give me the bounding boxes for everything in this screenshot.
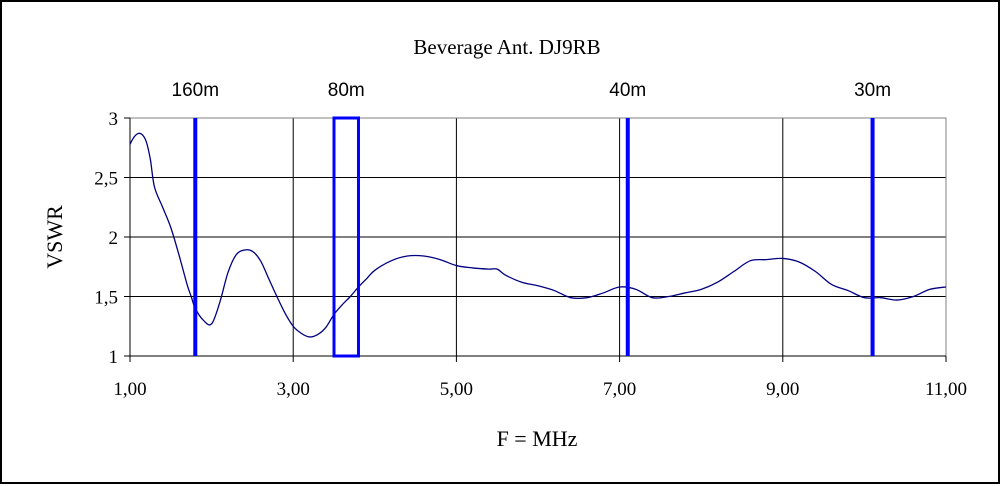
y-tick-label: 1 [109,347,119,368]
x-tick-label: 3,00 [277,379,310,400]
y-tick-label: 2 [109,228,119,249]
y-tick-label: 2,5 [94,169,118,190]
x-tick-label: 7,00 [603,379,636,400]
band-label-80m: 80m [328,80,365,101]
y-tick-label: 1,5 [94,288,118,309]
x-tick-label: 5,00 [440,379,473,400]
chart-title: Beverage Ant. DJ9RB [413,35,600,59]
band-marker-80m [332,116,360,358]
band-label-160m: 160m [172,80,220,101]
x-tick-label: 11,00 [925,379,967,400]
x-axis-label: F = MHz [497,426,578,451]
x-tick-label: 9,00 [766,379,799,400]
y-axis-label: VSWR [42,205,67,269]
band-label-40m: 40m [609,80,646,101]
x-tick-label: 1,00 [113,379,146,400]
band-label-30m: 30m [854,80,891,101]
vswr-series-line [129,132,947,338]
y-tick-label: 3 [109,109,119,130]
